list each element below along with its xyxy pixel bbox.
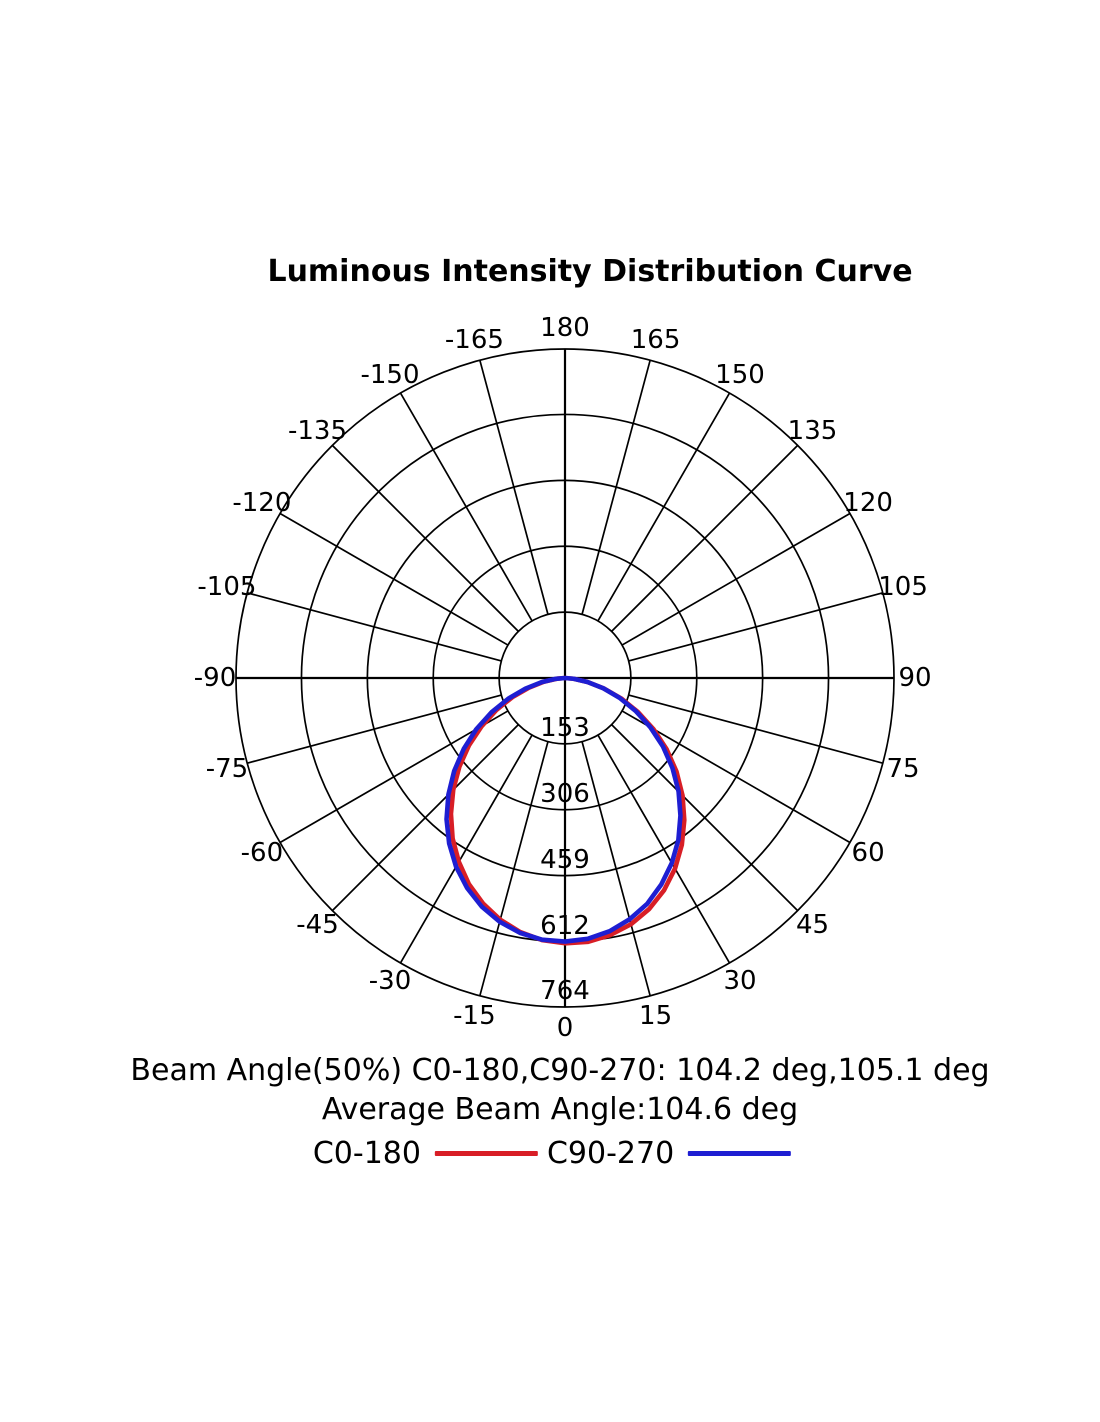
angle-tick-label--15: -15 <box>453 1001 496 1032</box>
angle-tick-label-30: 30 <box>723 966 757 997</box>
angle-tick-label--150: -150 <box>360 359 420 390</box>
beam-angle-text: Beam Angle(50%) C0-180,C90-270: 104.2 de… <box>130 1053 990 1088</box>
radial-tick-label-153: 153 <box>540 712 590 743</box>
grid-spoke-150 <box>597 392 731 622</box>
legend-label-c90-270: C90-270 <box>546 1136 675 1171</box>
average-beam-angle-text: Average Beam Angle:104.6 deg <box>321 1092 799 1127</box>
grid-spoke-165 <box>581 359 651 615</box>
angle-tick-label--105: -105 <box>197 572 257 603</box>
grid-spoke-15 <box>581 741 651 997</box>
angle-tick-label-75: 75 <box>886 753 920 784</box>
radial-tick-label-306: 306 <box>540 778 590 809</box>
angle-tick-label-60: 60 <box>851 838 885 868</box>
radial-tick-label-459: 459 <box>540 844 590 875</box>
angle-tick-label--60: -60 <box>240 838 284 868</box>
angle-tick-label-120: 120 <box>843 488 893 518</box>
angle-tick-label-105: 105 <box>878 572 928 603</box>
curve-c90-270 <box>444 675 683 944</box>
angle-tick-label-45: 45 <box>795 910 830 941</box>
angle-tick-label--75: -75 <box>205 753 249 784</box>
legend-swatch-c0-180 <box>434 1151 538 1156</box>
grid-spoke--75 <box>246 694 502 764</box>
grid-spoke--135 <box>331 444 520 633</box>
angle-tick-label-15: 15 <box>639 1001 673 1032</box>
grid-spoke--105 <box>246 592 502 662</box>
grid-spoke-60 <box>621 710 851 844</box>
grid-spoke--30 <box>399 734 533 964</box>
grid-spoke--60 <box>279 710 509 844</box>
grid-spoke--165 <box>479 359 549 615</box>
grid-spoke-105 <box>628 592 884 662</box>
grid-spoke-120 <box>621 512 851 646</box>
grid-spoke--45 <box>331 723 520 912</box>
grid-spoke--150 <box>399 392 533 622</box>
angle-tick-label-165: 165 <box>630 324 681 355</box>
angle-tick-label-90: 90 <box>898 663 932 693</box>
radial-tick-label-612: 612 <box>540 910 590 941</box>
angle-tick-label--165: -165 <box>444 324 504 355</box>
chart-title: Luminous Intensity Distribution Curve <box>267 254 913 289</box>
angle-tick-label-180: 180 <box>540 313 590 343</box>
grid-spoke-45 <box>610 723 799 912</box>
angle-tick-label-150: 150 <box>715 359 765 390</box>
grid-spoke-30 <box>597 734 731 964</box>
grid-spoke-135 <box>610 444 799 633</box>
grid-spoke--15 <box>479 741 549 997</box>
angle-tick-label--90: -90 <box>193 663 237 693</box>
angle-tick-label--30: -30 <box>368 966 412 997</box>
legend: C0-180 C90-270 <box>312 1136 792 1171</box>
grid-spoke--120 <box>279 512 509 646</box>
legend-label-c0-180: C0-180 <box>312 1136 421 1171</box>
angle-tick-label--45: -45 <box>296 910 339 941</box>
radial-tick-label-764: 764 <box>540 976 590 1006</box>
angle-tick-label--120: -120 <box>232 488 292 518</box>
angle-tick-label-135: 135 <box>787 415 838 446</box>
legend-swatch-c90-270 <box>688 1151 792 1156</box>
grid-spoke-75 <box>628 694 884 764</box>
angle-tick-label--135: -135 <box>287 415 348 446</box>
angle-tick-label-0: 0 <box>556 1013 574 1043</box>
